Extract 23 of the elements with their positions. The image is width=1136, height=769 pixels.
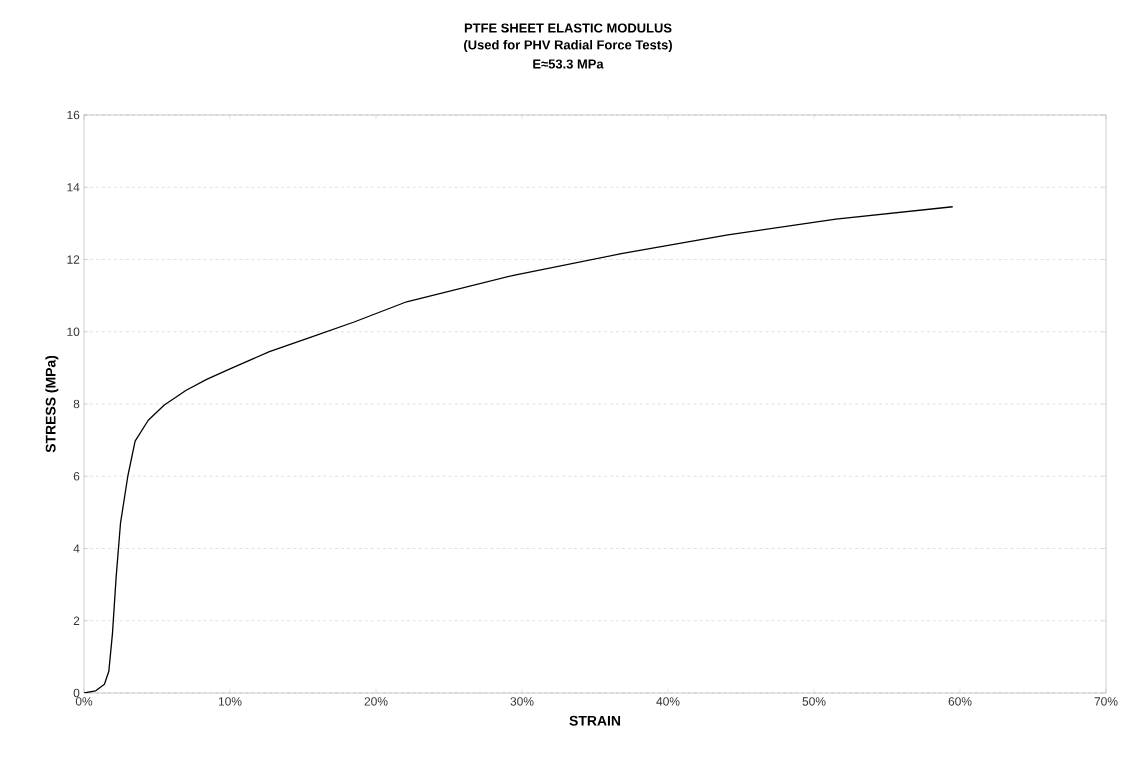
y-tick-label: 4 [73, 544, 80, 553]
y-tick-label: 2 [73, 616, 80, 625]
y-axis-title: STRESS (MPa) [45, 355, 59, 453]
x-tick-label: 30% [510, 697, 534, 706]
x-tick-label: 20% [364, 697, 388, 706]
chart-title: PTFE SHEET ELASTIC MODULUS [464, 23, 672, 33]
chart-subtitle: (Used for PHV Radial Force Tests) [464, 39, 672, 53]
line-series [84, 206, 954, 693]
x-tick-label: 70% [1094, 697, 1118, 706]
y-tick-label: 8 [73, 399, 80, 409]
x-tick-label: 40% [656, 697, 680, 706]
x-axis-title: STRAIN [569, 715, 621, 726]
y-tick-label: 12 [67, 255, 80, 264]
text: E≈53.3 MPa [533, 59, 604, 69]
x-tick-label: 60% [948, 697, 972, 706]
y-tick-label: 6 [73, 472, 80, 481]
y-tick-label: 10 [67, 327, 80, 336]
x-tick-label: 50% [802, 697, 826, 706]
x-tick-label: 0% [75, 697, 93, 706]
y-tick-label: 0 [73, 688, 80, 698]
y-tick-label: 14 [67, 183, 80, 192]
y-tick-label: 16 [67, 110, 80, 120]
x-tick-label: 10% [218, 697, 242, 706]
